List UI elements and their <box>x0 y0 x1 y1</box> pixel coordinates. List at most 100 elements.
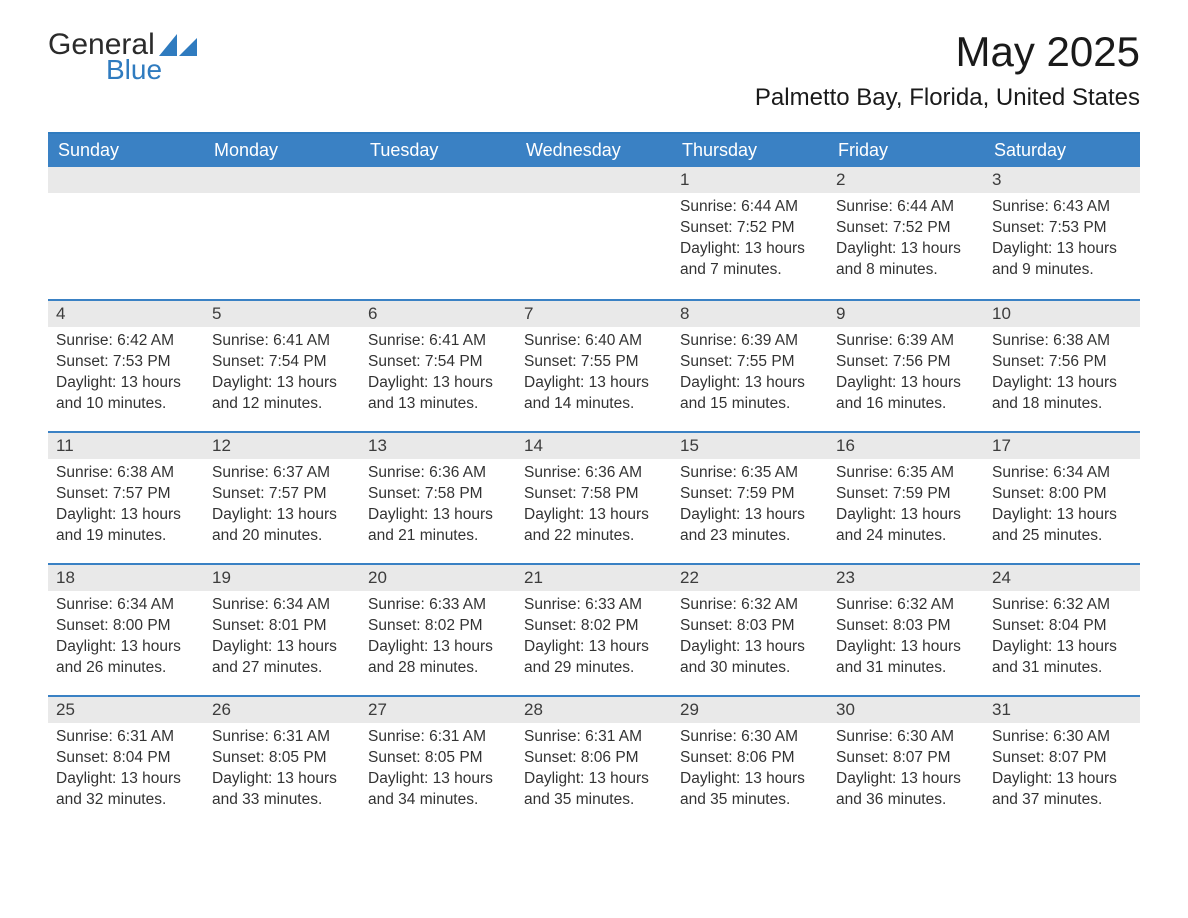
sunset-text: Sunset: 8:03 PM <box>836 616 976 637</box>
sunrise-text: Sunrise: 6:30 AM <box>680 727 820 748</box>
day-number: 31 <box>984 697 1140 723</box>
day-number: 27 <box>360 697 516 723</box>
calendar-cell: 16Sunrise: 6:35 AMSunset: 7:59 PMDayligh… <box>828 433 984 563</box>
calendar-cell: 19Sunrise: 6:34 AMSunset: 8:01 PMDayligh… <box>204 565 360 695</box>
day-number: 22 <box>672 565 828 591</box>
daylight-text: Daylight: 13 hours and 14 minutes. <box>524 373 664 415</box>
sunrise-text: Sunrise: 6:38 AM <box>992 331 1132 352</box>
daylight-text: Daylight: 13 hours and 10 minutes. <box>56 373 196 415</box>
cell-body: Sunrise: 6:32 AMSunset: 8:03 PMDaylight:… <box>828 591 984 691</box>
sunset-text: Sunset: 7:59 PM <box>680 484 820 505</box>
sunset-text: Sunset: 7:53 PM <box>56 352 196 373</box>
sunrise-text: Sunrise: 6:41 AM <box>212 331 352 352</box>
calendar-week: 25Sunrise: 6:31 AMSunset: 8:04 PMDayligh… <box>48 695 1140 827</box>
day-header-sat: Saturday <box>984 134 1140 167</box>
day-number <box>204 167 360 193</box>
sunset-text: Sunset: 7:52 PM <box>680 218 820 239</box>
sunrise-text: Sunrise: 6:43 AM <box>992 197 1132 218</box>
sunrise-text: Sunrise: 6:34 AM <box>56 595 196 616</box>
sunset-text: Sunset: 7:56 PM <box>992 352 1132 373</box>
day-number: 24 <box>984 565 1140 591</box>
sunset-text: Sunset: 8:04 PM <box>56 748 196 769</box>
sunrise-text: Sunrise: 6:35 AM <box>836 463 976 484</box>
day-number: 6 <box>360 301 516 327</box>
sunrise-text: Sunrise: 6:39 AM <box>836 331 976 352</box>
calendar-cell: 18 Sunrise: 6:34 AMSunset: 8:00 PMDayligh… <box>48 565 204 695</box>
day-number: 25 <box>48 697 204 723</box>
cell-body: Sunrise: 6:34 AMSunset: 8:01 PMDaylight:… <box>204 591 360 691</box>
calendar-cell: 1Sunrise: 6:44 AMSunset: 7:52 PMDaylight… <box>672 167 828 299</box>
daylight-text: Daylight: 13 hours and 35 minutes. <box>524 769 664 811</box>
sunset-text: Sunset: 7:57 PM <box>56 484 196 505</box>
calendar-cell: 21Sunrise: 6:33 AMSunset: 8:02 PMDayligh… <box>516 565 672 695</box>
cell-body: Sunrise: 6:30 AMSunset: 8:06 PMDaylight:… <box>672 723 828 823</box>
calendar-cell: 4Sunrise: 6:42 AMSunset: 7:53 PMDaylight… <box>48 301 204 431</box>
sunrise-text: Sunrise: 6:31 AM <box>524 727 664 748</box>
sunset-text: Sunset: 8:02 PM <box>524 616 664 637</box>
cell-body: Sunrise: 6:39 AMSunset: 7:55 PMDaylight:… <box>672 327 828 427</box>
cell-body: Sunrise: 6:35 AMSunset: 7:59 PMDaylight:… <box>828 459 984 559</box>
daylight-text: Daylight: 13 hours and 37 minutes. <box>992 769 1132 811</box>
cell-body: Sunrise: 6:33 AMSunset: 8:02 PMDaylight:… <box>360 591 516 691</box>
cell-body: Sunrise: 6:44 AMSunset: 7:52 PMDaylight:… <box>828 193 984 293</box>
daylight-text: Daylight: 13 hours and 35 minutes. <box>680 769 820 811</box>
cell-body: Sunrise: 6:40 AMSunset: 7:55 PMDaylight:… <box>516 327 672 427</box>
sunrise-text: Sunrise: 6:44 AM <box>836 197 976 218</box>
calendar-week: 4Sunrise: 6:42 AMSunset: 7:53 PMDaylight… <box>48 299 1140 431</box>
day-number: 12 <box>204 433 360 459</box>
sunset-text: Sunset: 8:00 PM <box>992 484 1132 505</box>
sunset-text: Sunset: 7:58 PM <box>524 484 664 505</box>
daylight-text: Daylight: 13 hours and 25 minutes. <box>992 505 1132 547</box>
calendar-cell: 10 Sunrise: 6:38 AMSunset: 7:56 PMDayligh… <box>984 301 1140 431</box>
sunrise-text: Sunrise: 6:33 AM <box>524 595 664 616</box>
sunset-text: Sunset: 8:06 PM <box>680 748 820 769</box>
sunrise-text: Sunrise: 6:37 AM <box>212 463 352 484</box>
sunset-text: Sunset: 7:56 PM <box>836 352 976 373</box>
daylight-text: Daylight: 13 hours and 13 minutes. <box>368 373 508 415</box>
daylight-text: Daylight: 13 hours and 23 minutes. <box>680 505 820 547</box>
daylight-text: Daylight: 13 hours and 31 minutes. <box>836 637 976 679</box>
sunset-text: Sunset: 7:54 PM <box>212 352 352 373</box>
day-number: 2 <box>828 167 984 193</box>
daylight-text: Daylight: 13 hours and 26 minutes. <box>56 637 196 679</box>
calendar-cell: 9Sunrise: 6:39 AMSunset: 7:56 PMDaylight… <box>828 301 984 431</box>
sunset-text: Sunset: 7:54 PM <box>368 352 508 373</box>
sunset-text: Sunset: 8:00 PM <box>56 616 196 637</box>
calendar-cell: 2Sunrise: 6:44 AMSunset: 7:52 PMDaylight… <box>828 167 984 299</box>
cell-body: Sunrise: 6:43 AMSunset: 7:53 PMDaylight:… <box>984 193 1140 293</box>
cell-body: Sunrise: 6:35 AMSunset: 7:59 PMDaylight:… <box>672 459 828 559</box>
day-header-fri: Friday <box>828 134 984 167</box>
daylight-text: Daylight: 13 hours and 28 minutes. <box>368 637 508 679</box>
calendar-cell <box>516 167 672 299</box>
location-subtitle: Palmetto Bay, Florida, United States <box>755 84 1140 112</box>
calendar-cell: 24Sunrise: 6:32 AMSunset: 8:04 PMDayligh… <box>984 565 1140 695</box>
daylight-text: Daylight: 13 hours and 21 minutes. <box>368 505 508 547</box>
cell-body: Sunrise: 6:33 AMSunset: 8:02 PMDaylight:… <box>516 591 672 691</box>
day-number: 10 <box>984 301 1140 327</box>
day-number: 20 <box>360 565 516 591</box>
day-number: 7 <box>516 301 672 327</box>
calendar-cell: 14Sunrise: 6:36 AMSunset: 7:58 PMDayligh… <box>516 433 672 563</box>
sunset-text: Sunset: 8:02 PM <box>368 616 508 637</box>
sunset-text: Sunset: 8:03 PM <box>680 616 820 637</box>
day-number: 18 <box>48 565 204 591</box>
sunrise-text: Sunrise: 6:31 AM <box>56 727 196 748</box>
daylight-text: Daylight: 13 hours and 32 minutes. <box>56 769 196 811</box>
day-header-thu: Thursday <box>672 134 828 167</box>
calendar-week: 1Sunrise: 6:44 AMSunset: 7:52 PMDaylight… <box>48 167 1140 299</box>
logo: General Blue <box>48 28 197 86</box>
day-number: 21 <box>516 565 672 591</box>
daylight-text: Daylight: 13 hours and 15 minutes. <box>680 373 820 415</box>
sunset-text: Sunset: 8:01 PM <box>212 616 352 637</box>
calendar-cell: 3Sunrise: 6:43 AMSunset: 7:53 PMDaylight… <box>984 167 1140 299</box>
calendar-cell: 8Sunrise: 6:39 AMSunset: 7:55 PMDaylight… <box>672 301 828 431</box>
cell-body: Sunrise: 6:31 AMSunset: 8:05 PMDaylight:… <box>360 723 516 823</box>
calendar-cell: 6Sunrise: 6:41 AMSunset: 7:54 PMDaylight… <box>360 301 516 431</box>
sunset-text: Sunset: 7:55 PM <box>680 352 820 373</box>
daylight-text: Daylight: 13 hours and 30 minutes. <box>680 637 820 679</box>
sunset-text: Sunset: 7:57 PM <box>212 484 352 505</box>
calendar-cell: 28Sunrise: 6:31 AMSunset: 8:06 PMDayligh… <box>516 697 672 827</box>
daylight-text: Daylight: 13 hours and 18 minutes. <box>992 373 1132 415</box>
daylight-text: Daylight: 13 hours and 7 minutes. <box>680 239 820 281</box>
calendar-cell: 17Sunrise: 6:34 AMSunset: 8:00 PMDayligh… <box>984 433 1140 563</box>
